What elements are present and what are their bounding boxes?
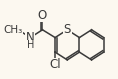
Text: S: S — [64, 23, 71, 36]
Text: N: N — [26, 31, 35, 44]
Text: O: O — [38, 9, 47, 22]
Text: CH₃: CH₃ — [4, 25, 23, 35]
Text: Cl: Cl — [49, 58, 61, 71]
Text: H: H — [27, 40, 34, 50]
